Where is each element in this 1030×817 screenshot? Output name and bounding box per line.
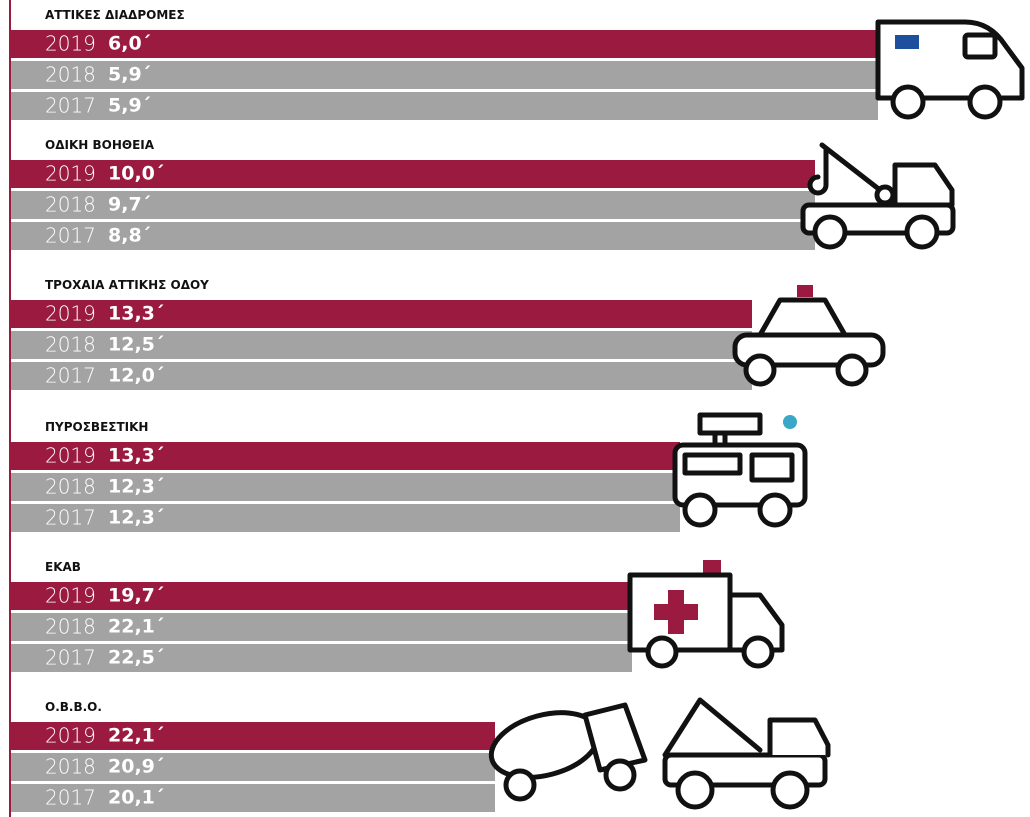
year-label: 2019	[45, 32, 96, 56]
year-label: 2018	[45, 333, 96, 357]
year-label: 2019	[45, 724, 96, 748]
value-label: 5,9´	[108, 64, 151, 86]
value-label: 22,1´	[108, 616, 164, 638]
police-car-icon	[735, 285, 883, 384]
value-label: 12,0´	[108, 365, 164, 387]
year-label: 2018	[45, 63, 96, 87]
value-label: 22,1´	[108, 725, 164, 747]
van-icon	[878, 22, 1022, 117]
year-label: 2019	[45, 302, 96, 326]
obbo-vehicles-icon	[484, 700, 828, 807]
tow-truck-icon	[803, 145, 953, 247]
year-label: 2017	[45, 364, 96, 388]
year-label: 2018	[45, 755, 96, 779]
year-label: 2017	[45, 646, 96, 670]
year-label: 2017	[45, 224, 96, 248]
value-label: 9,7´	[108, 194, 151, 216]
value-label: 20,1´	[108, 787, 164, 809]
year-label: 2018	[45, 615, 96, 639]
year-label: 2017	[45, 786, 96, 810]
value-label: 12,3´	[108, 507, 164, 529]
bars: ΑΤΤΙΚΕΣ ΔΙΑΔΡΟΜΕΣ 2019 6,0´ 2018 5,9´ 2017 5,9…	[11, 8, 878, 812]
year-label: 2017	[45, 506, 96, 530]
infographic: ΑΤΤΙΚΕΣ ΔΙΑΔΡΟΜΕΣ 2019 6,0´ 2018 5,9´ 2017 5,9…	[0, 0, 1030, 817]
group-title: ΟΔΙΚΗ ΒΟΗΘΕΙΑ	[45, 138, 155, 152]
value-label: 12,3´	[108, 476, 164, 498]
ambulance-icon	[630, 560, 782, 666]
value-label: 6,0´	[108, 33, 151, 55]
year-label: 2019	[45, 444, 96, 468]
fire-truck-icon	[675, 415, 805, 525]
value-label: 5,9´	[108, 95, 151, 117]
year-label: 2019	[45, 584, 96, 608]
year-label: 2018	[45, 193, 96, 217]
value-label: 8,8´	[108, 225, 151, 247]
year-label: 2019	[45, 162, 96, 186]
value-label: 12,5´	[108, 334, 164, 356]
value-label: 22,5´	[108, 647, 164, 669]
value-label: 10,0´	[108, 163, 164, 185]
value-label: 13,3´	[108, 445, 164, 467]
value-label: 13,3´	[108, 303, 164, 325]
group-title: Ο.Β.Β.Ο.	[45, 700, 102, 714]
year-label: 2017	[45, 94, 96, 118]
bar	[11, 644, 632, 672]
group-title: ΤΡΟΧΑΙΑ ΑΤΤΙΚΗΣ ΟΔΟΥ	[45, 278, 209, 292]
bar	[11, 613, 632, 641]
value-label: 19,7´	[108, 585, 164, 607]
group-title: ΠΥΡΟΣΒΕΣΤΙΚΗ	[45, 420, 148, 434]
bar	[11, 582, 632, 610]
value-label: 20,9´	[108, 756, 164, 778]
group-title: ΕΚΑΒ	[45, 560, 81, 574]
group-title: ΑΤΤΙΚΕΣ ΔΙΑΔΡΟΜΕΣ	[45, 8, 185, 22]
year-label: 2018	[45, 475, 96, 499]
